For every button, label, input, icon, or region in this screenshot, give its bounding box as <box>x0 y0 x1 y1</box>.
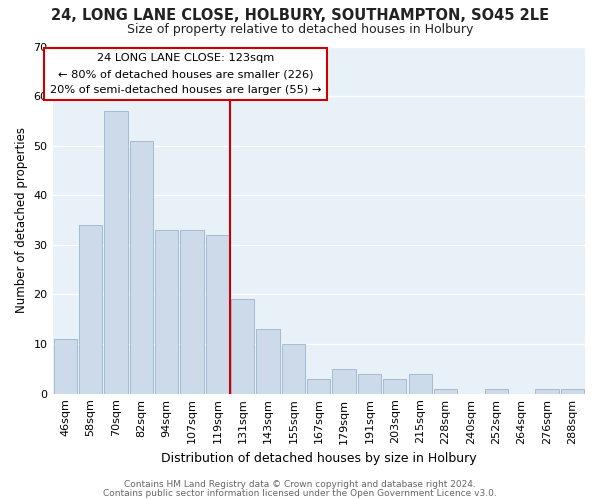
Text: 24 LONG LANE CLOSE: 123sqm
← 80% of detached houses are smaller (226)
20% of sem: 24 LONG LANE CLOSE: 123sqm ← 80% of deta… <box>50 54 322 94</box>
Bar <box>409 374 432 394</box>
Bar <box>485 388 508 394</box>
Bar <box>155 230 178 394</box>
Bar <box>206 235 229 394</box>
X-axis label: Distribution of detached houses by size in Holbury: Distribution of detached houses by size … <box>161 452 476 465</box>
Bar <box>560 388 584 394</box>
Bar <box>434 388 457 394</box>
Bar <box>231 300 254 394</box>
Bar <box>307 379 331 394</box>
Bar <box>104 111 128 394</box>
Bar <box>282 344 305 394</box>
Bar <box>130 140 153 394</box>
Bar <box>79 225 102 394</box>
Text: 24, LONG LANE CLOSE, HOLBURY, SOUTHAMPTON, SO45 2LE: 24, LONG LANE CLOSE, HOLBURY, SOUTHAMPTO… <box>51 8 549 22</box>
Text: Size of property relative to detached houses in Holbury: Size of property relative to detached ho… <box>127 22 473 36</box>
Bar <box>332 369 356 394</box>
Bar <box>535 388 559 394</box>
Bar <box>256 329 280 394</box>
Bar <box>383 379 406 394</box>
Text: Contains public sector information licensed under the Open Government Licence v3: Contains public sector information licen… <box>103 488 497 498</box>
Bar <box>181 230 203 394</box>
Bar <box>53 339 77 394</box>
Bar <box>358 374 381 394</box>
Y-axis label: Number of detached properties: Number of detached properties <box>15 127 28 313</box>
Text: Contains HM Land Registry data © Crown copyright and database right 2024.: Contains HM Land Registry data © Crown c… <box>124 480 476 489</box>
